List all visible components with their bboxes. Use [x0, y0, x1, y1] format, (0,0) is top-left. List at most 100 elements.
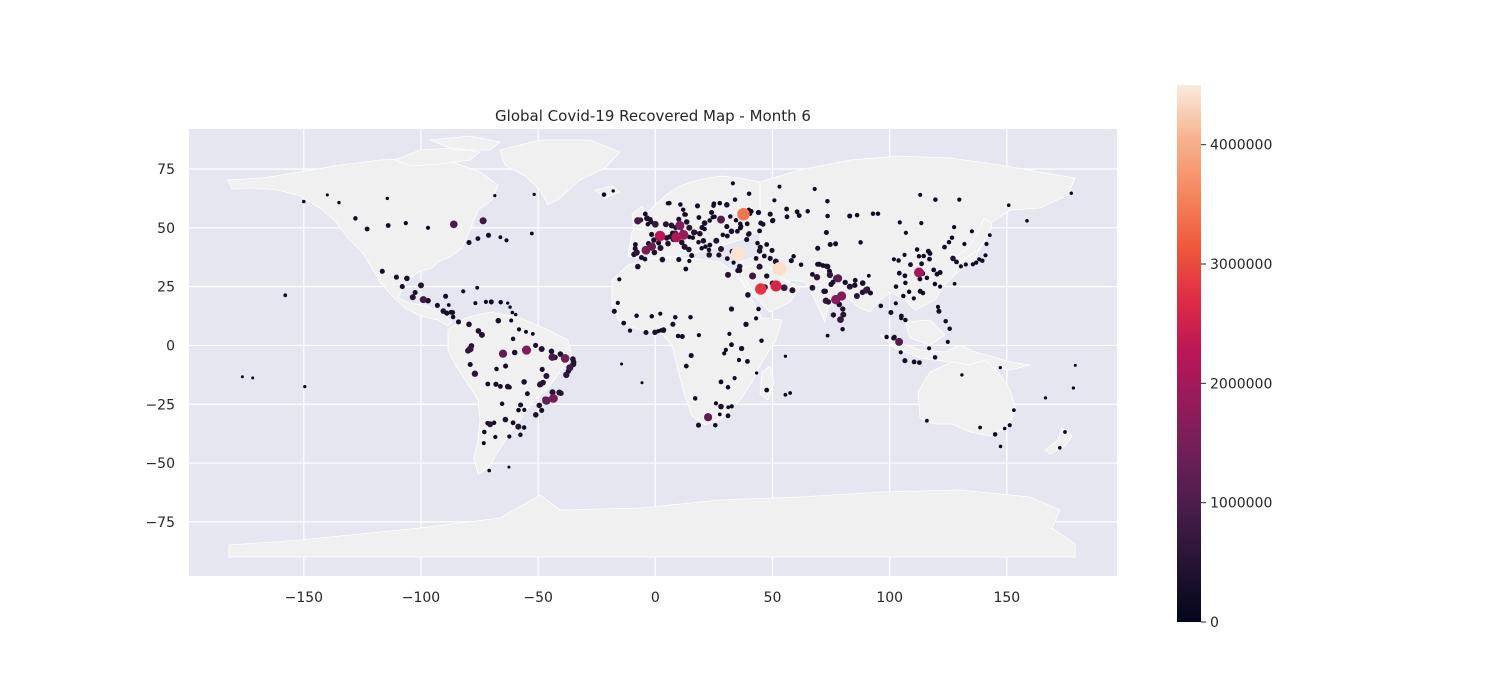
data-point: [1025, 219, 1029, 223]
data-point: [475, 328, 482, 334]
data-point: [720, 232, 726, 238]
data-point: [699, 225, 705, 231]
data-point: [895, 337, 904, 346]
data-point: [891, 335, 897, 341]
data-point: [353, 216, 358, 221]
data-point: [660, 327, 667, 333]
data-point: [735, 268, 741, 274]
data-point: [536, 402, 543, 409]
data-point: [816, 261, 822, 267]
data-point: [764, 242, 770, 247]
data-point: [676, 216, 682, 222]
data-point: [506, 301, 510, 305]
data-point: [893, 284, 899, 289]
data-point: [726, 405, 731, 410]
data-point: [812, 186, 817, 192]
land-australia: [917, 359, 1017, 437]
data-point: [952, 281, 957, 286]
data-point: [409, 294, 416, 301]
data-point: [837, 316, 844, 323]
data-point: [643, 329, 649, 336]
data-point: [651, 237, 657, 243]
data-point: [767, 255, 773, 261]
data-point: [713, 401, 719, 406]
x-tick-label: −100: [402, 590, 440, 606]
data-point: [960, 373, 964, 377]
data-point: [706, 252, 712, 258]
data-point: [984, 241, 989, 247]
data-point: [980, 258, 985, 263]
data-point: [498, 299, 503, 305]
data-point: [724, 202, 730, 208]
data-point: [954, 259, 959, 265]
data-point: [718, 379, 724, 385]
data-point: [483, 299, 488, 304]
data-point: [783, 354, 788, 358]
data-point: [911, 296, 916, 301]
data-point: [898, 313, 904, 319]
data-point: [533, 412, 539, 418]
data-point: [524, 329, 528, 334]
data-point: [611, 308, 617, 314]
data-point: [557, 351, 564, 357]
data-point: [724, 224, 730, 230]
data-point: [788, 258, 794, 264]
data-point: [683, 363, 689, 369]
data-point: [796, 213, 802, 219]
data-point: [946, 239, 952, 245]
data-point: [485, 232, 492, 238]
colorbar: 0 1000000 2000000 3000000 4000000: [1177, 85, 1272, 631]
land-madagascar: [759, 365, 775, 401]
data-point: [690, 235, 696, 240]
data-point: [303, 384, 307, 389]
data-point: [957, 197, 962, 202]
data-point: [679, 333, 685, 340]
data-point: [302, 199, 306, 204]
data-point: [504, 383, 511, 390]
data-point: [450, 309, 456, 316]
data-point: [627, 328, 633, 333]
data-point: [952, 225, 957, 230]
x-axis-ticks: −150 −100 −50 0 50 100 150: [285, 590, 1021, 606]
data-point: [809, 271, 815, 277]
y-tick-label: −75: [145, 515, 175, 531]
data-point: [833, 241, 839, 247]
data-point: [487, 468, 492, 473]
data-point: [404, 275, 410, 282]
data-point: [466, 345, 474, 353]
data-point: [617, 277, 622, 282]
data-point: [978, 425, 982, 430]
data-point: [866, 273, 871, 278]
x-tick-label: −50: [523, 590, 553, 606]
data-point: [919, 221, 924, 226]
data-point: [744, 237, 750, 243]
data-point: [798, 262, 804, 267]
data-point: [493, 193, 497, 198]
x-tick-label: 50: [764, 590, 782, 606]
colorbar-tick-label: 3000000: [1210, 257, 1272, 273]
data-point: [697, 230, 703, 237]
data-point: [283, 293, 288, 298]
data-point: [992, 432, 998, 437]
data-point: [682, 211, 688, 217]
data-point: [704, 413, 713, 422]
data-point: [518, 432, 523, 438]
data-point: [700, 238, 707, 244]
data-point: [644, 215, 651, 222]
data-point: [875, 211, 881, 216]
data-point: [529, 231, 534, 236]
data-point: [884, 334, 889, 340]
data-point: [651, 249, 658, 256]
data-point: [418, 282, 424, 289]
data-point: [692, 396, 698, 401]
data-point: [987, 233, 992, 237]
data-point: [918, 192, 923, 197]
data-point: [761, 253, 767, 259]
data-point: [737, 221, 743, 227]
data-point: [777, 184, 782, 189]
data-point: [815, 245, 821, 251]
data-point: [759, 338, 764, 343]
data-point: [675, 333, 681, 339]
data-point: [902, 358, 908, 364]
